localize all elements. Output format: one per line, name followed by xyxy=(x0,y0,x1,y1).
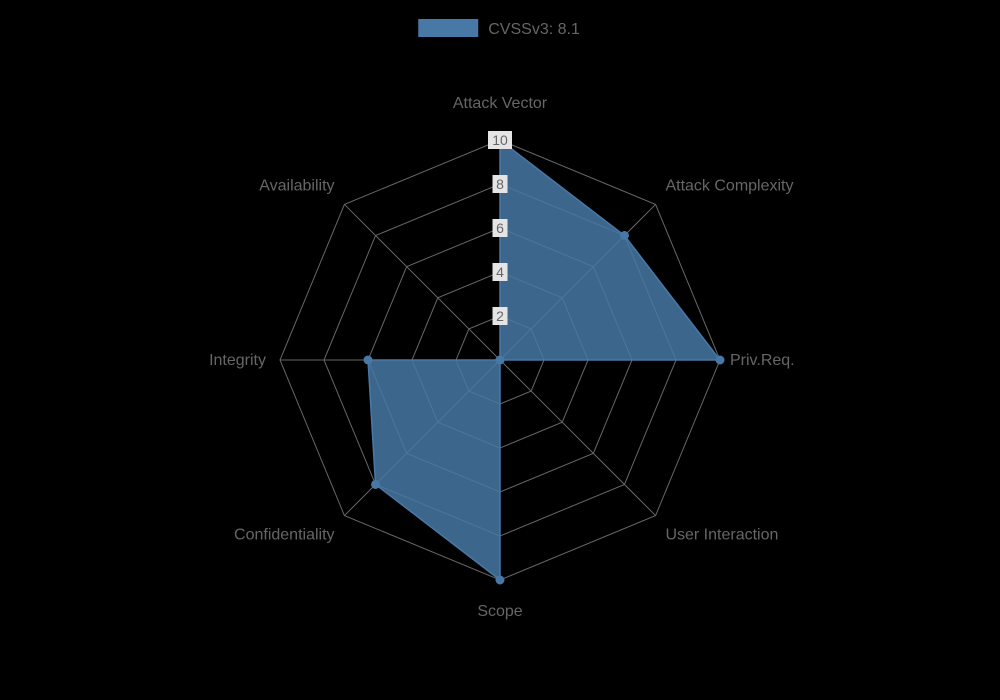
data-point xyxy=(716,356,724,364)
axis-label: Scope xyxy=(477,603,522,620)
tick-label: 10 xyxy=(492,132,508,148)
data-point xyxy=(620,232,628,240)
axis-label: Integrity xyxy=(209,352,266,369)
data-point xyxy=(364,356,372,364)
axis-label: Confidentiality xyxy=(234,526,335,543)
tick-label: 4 xyxy=(496,264,504,280)
axis-label: Attack Complexity xyxy=(665,178,793,195)
legend-swatch xyxy=(418,19,478,37)
data-point xyxy=(496,356,504,364)
data-point xyxy=(496,576,504,584)
axis-label: User Interaction xyxy=(665,526,778,543)
axis-label: Attack Vector xyxy=(453,95,548,112)
cvss-radar-chart: 2 4 6 8 10 Attack Vector Attack Complexity Priv… xyxy=(0,0,1000,700)
axis-label: Availability xyxy=(259,178,334,195)
axis-label: Priv.Req. xyxy=(730,352,795,369)
tick-label: 2 xyxy=(496,308,504,324)
tick-label: 8 xyxy=(496,176,504,192)
data-point xyxy=(372,480,380,488)
tick-label: 6 xyxy=(496,220,504,236)
legend-label: CVSSv3: 8.1 xyxy=(488,21,580,38)
